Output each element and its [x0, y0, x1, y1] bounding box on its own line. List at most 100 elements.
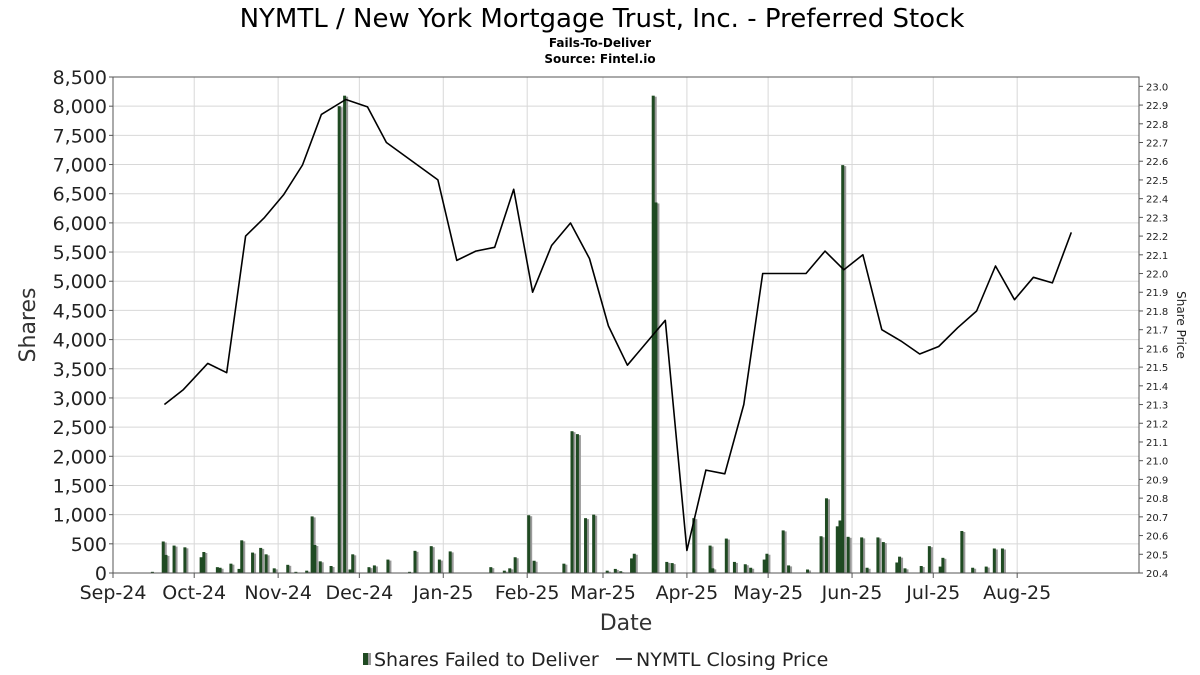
plot-frame [112, 76, 1140, 574]
ftd-bar [619, 571, 623, 573]
ftd-bar [732, 561, 736, 573]
ftd-bar-shadow [369, 568, 373, 573]
ftd-bar [838, 520, 842, 573]
ftd-bar [711, 568, 715, 573]
ftd-bar-shadow [848, 537, 852, 573]
legend: Shares Failed to Deliver NYMTL Closing P… [363, 649, 828, 671]
ftd-bar-shadow [320, 562, 324, 573]
y2-tick-label: 21.4 [1146, 382, 1168, 393]
ftd-bar-shadow [166, 555, 170, 573]
y2-tick-label: 22.2 [1146, 232, 1168, 243]
x-tick-label: Nov-24 [244, 582, 312, 604]
ftd-bar-shadow [726, 539, 730, 573]
ftd-bar [161, 541, 165, 573]
y-tick-label: 3,500 [53, 359, 107, 381]
ftd-bar-shadow [667, 562, 671, 573]
y-tick-label: 0 [95, 563, 107, 585]
y2-tick-label: 21.6 [1146, 344, 1168, 355]
ftd-bar-shadow [415, 551, 419, 573]
ftd-bar-shadow [288, 565, 292, 573]
ftd-bar-shadow [751, 568, 755, 573]
y-tick-label: 7,500 [53, 125, 107, 147]
y-tick-label: 2,500 [53, 417, 107, 439]
ftd-bar [749, 567, 753, 573]
y2-tick-label: 23.0 [1146, 82, 1168, 93]
ftd-bar [630, 558, 634, 573]
y2-tick-label: 22.6 [1146, 157, 1168, 168]
y-tick-label: 6,000 [53, 213, 107, 235]
y-tick-label: 1,000 [53, 505, 107, 527]
y-tick-label: 2,000 [53, 446, 107, 468]
ftd-bar-shadow [185, 548, 189, 573]
x-tick-label: Jan-25 [412, 582, 473, 604]
y2-tick-label: 22.4 [1146, 195, 1168, 206]
y-tick-label: 3,000 [53, 388, 107, 410]
y2-tick-label: 21.5 [1146, 363, 1168, 374]
ftd-bar [215, 567, 219, 573]
ftd-bar-shadow [1002, 549, 1006, 573]
ftd-bar [199, 557, 203, 573]
ftd-bar [489, 567, 493, 573]
ftd-bar [448, 551, 452, 573]
ftd-bar-shadow [615, 569, 619, 573]
x-tick-label: Oct-24 [162, 582, 226, 604]
ftd-bar [172, 545, 176, 573]
x-tick-label: Sep-24 [80, 582, 147, 604]
ftd-bar-shadow [973, 568, 977, 573]
ftd-bar [305, 570, 309, 573]
ftd-bar-shadow [607, 571, 611, 573]
x-axis-ticks: Sep-24 Oct-24 Nov-24 Dec-24 Jan-25 Feb-25 Mar-… [80, 573, 1051, 604]
ftd-bar [264, 554, 268, 573]
ftd-bar-shadow [986, 567, 990, 573]
y2-tick-label: 21.9 [1146, 288, 1168, 299]
ftd-bar [692, 518, 696, 573]
ftd-bar [575, 434, 579, 573]
ftd-bar [429, 546, 433, 573]
y2-tick-label: 20.5 [1146, 550, 1168, 561]
ftd-bar-shadow [943, 558, 947, 573]
ftd-bar-shadow [353, 555, 357, 573]
ftd-bar [532, 560, 536, 573]
ftd-bar [584, 518, 588, 573]
x-tick-label: Dec-24 [325, 582, 393, 604]
ftd-bar-shadow [577, 435, 581, 573]
y-tick-label: 4,500 [53, 300, 107, 322]
ftd-bar [372, 565, 376, 573]
y-tick-label: 500 [71, 534, 107, 556]
ftd-bar [881, 542, 885, 573]
ftd-bar [806, 569, 810, 573]
chart-subtitle: Fails-To-Deliver [549, 36, 651, 50]
y2-tick-label: 20.9 [1146, 475, 1168, 486]
ftd-bar [787, 565, 791, 573]
ftd-bar [351, 554, 355, 573]
ftd-bar-shadow [921, 566, 925, 573]
ftd-bar-shadow [220, 568, 224, 573]
ftd-bar-shadow [745, 565, 749, 573]
x-tick-label: Apr-25 [656, 582, 719, 604]
ftd-bar [898, 556, 902, 573]
ftd-bar [562, 563, 566, 573]
ftd-bar [310, 516, 314, 573]
ftd-bar [508, 568, 512, 573]
ftd-bar-shadow [586, 519, 590, 573]
y-tick-label: 8,500 [53, 67, 107, 89]
ftd-bar [502, 570, 506, 573]
ftd-bar-shadow [339, 107, 343, 574]
x-axis-label: Date [600, 611, 653, 636]
bar-series [150, 95, 1006, 574]
legend-label-ftd: Shares Failed to Deliver [374, 649, 599, 671]
ftd-bar [846, 536, 850, 573]
ftd-bar [386, 559, 390, 573]
y-tick-label: 8,000 [53, 96, 107, 118]
y-tick-label: 5,500 [53, 242, 107, 264]
y2-tick-label: 22.7 [1146, 139, 1168, 150]
ftd-bar-shadow [634, 554, 638, 573]
ftd-bar-shadow [253, 553, 257, 573]
ftd-bar-shadow [713, 569, 717, 573]
ftd-bar-shadow [450, 552, 454, 573]
ftd-bar [237, 568, 241, 573]
ftd-bar-shadow [529, 516, 533, 573]
ftd-bar [670, 563, 674, 573]
ftd-bar [408, 571, 412, 573]
